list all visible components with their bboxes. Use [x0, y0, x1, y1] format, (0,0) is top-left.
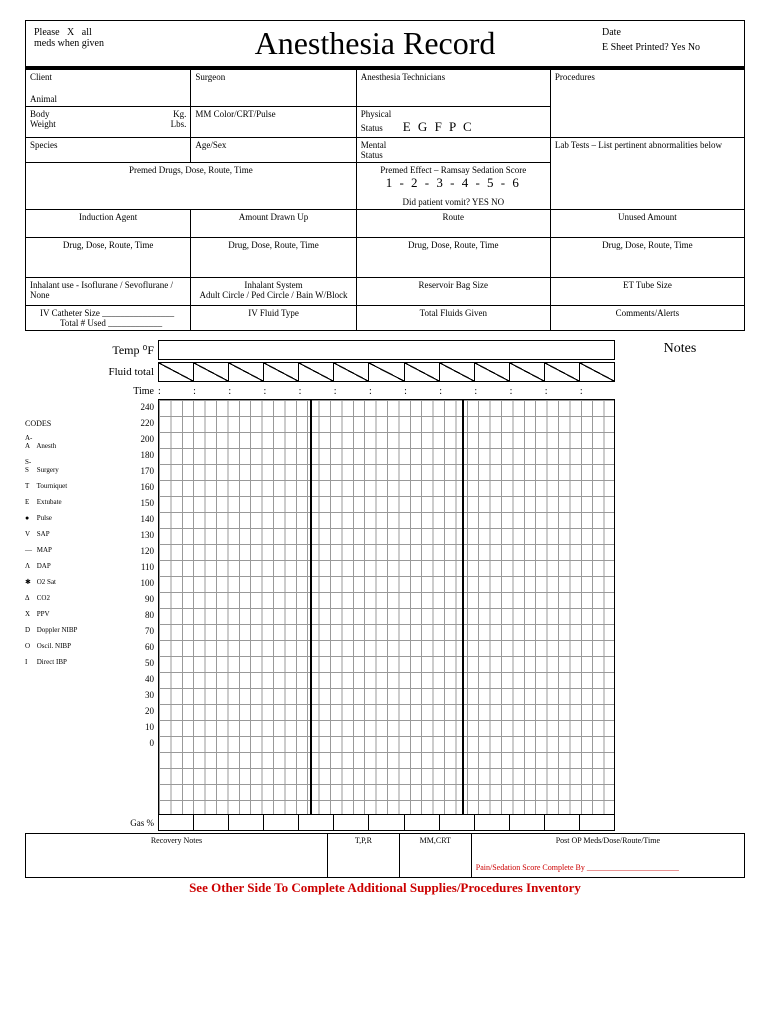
time-label: Time — [90, 386, 158, 397]
patient-info-table: Client Animal Surgeon Anesthesia Technic… — [25, 69, 745, 331]
inhalant-use-cell[interactable]: Inhalant use - Isoflurane / Sevoflurane … — [26, 278, 191, 306]
mm-cell[interactable]: MM Color/CRT/Pulse — [191, 107, 356, 138]
chart-grid[interactable] — [158, 399, 615, 815]
instruction: Please X all meds when given — [26, 21, 156, 55]
header: Please X all meds when given Anesthesia … — [25, 20, 745, 69]
date-label: Date — [602, 27, 736, 38]
client-cell[interactable]: Client Animal — [26, 70, 191, 107]
premed-effect-cell[interactable]: Premed Effect – Ramsay Sedation Score 1 … — [356, 163, 550, 210]
physical-status-cell[interactable]: Physical StatusE G F P C — [356, 107, 550, 138]
tpr-cell[interactable]: T,P,R — [327, 834, 399, 878]
anesth-tech-cell[interactable]: Anesthesia Technicians — [356, 70, 550, 107]
mental-status-cell[interactable]: Mental Status — [356, 138, 550, 163]
premed-drugs-cell[interactable]: Premed Drugs, Dose, Route, Time — [26, 163, 357, 210]
unused-amount-cell[interactable]: Unused Amount — [550, 210, 744, 238]
amount-drawn-cell[interactable]: Amount Drawn Up — [191, 210, 356, 238]
procedures-cell[interactable]: Procedures — [550, 70, 744, 138]
drug1-cell[interactable]: Drug, Dose, Route, Time — [26, 238, 191, 278]
notes-header: Notes — [615, 339, 745, 831]
bottom-instruction: See Other Side To Complete Additional Su… — [25, 880, 745, 896]
agesex-cell[interactable]: Age/Sex — [191, 138, 356, 163]
induction-agent-cell[interactable]: Induction Agent — [26, 210, 191, 238]
et-tube-cell[interactable]: ET Tube Size — [550, 278, 744, 306]
printed-label: E Sheet Printed? Yes No — [602, 42, 736, 53]
page-title: Anesthesia Record — [156, 21, 594, 66]
monitor-section: CODES A-A AnesthS-S SurgeryT TourniquetE… — [25, 339, 745, 831]
inhalant-system-cell[interactable]: Inhalant System Adult Circle / Ped Circl… — [191, 278, 356, 306]
drug3-cell[interactable]: Drug, Dose, Route, Time — [356, 238, 550, 278]
mmcrt-cell[interactable]: MM,CRT — [399, 834, 471, 878]
recovery-notes-cell[interactable]: Recovery Notes — [26, 834, 328, 878]
iv-catheter-cell[interactable]: IV Catheter Size ________________ Total … — [26, 306, 191, 331]
route-cell[interactable]: Route — [356, 210, 550, 238]
header-meta: Date E Sheet Printed? Yes No — [594, 21, 744, 63]
iv-fluid-type-cell[interactable]: IV Fluid Type — [191, 306, 356, 331]
y-axis-labels: 2402202001801701601501401301201101009080… — [90, 399, 158, 815]
reservoir-cell[interactable]: Reservoir Bag Size — [356, 278, 550, 306]
surgeon-cell[interactable]: Surgeon — [191, 70, 356, 107]
chart-area: Temp ⁰F Fluid total Time ::::::::::::: 2… — [90, 339, 615, 831]
gas-cells[interactable] — [158, 815, 615, 831]
footer-table: Recovery Notes T,P,R MM,CRT Post OP Meds… — [25, 833, 745, 878]
postop-cell[interactable]: Post OP Meds/Dose/Route/Time Pain/Sedati… — [471, 834, 744, 878]
species-cell[interactable]: Species — [26, 138, 191, 163]
comments-cell[interactable]: Comments/Alerts — [550, 306, 744, 331]
weight-cell[interactable]: BodyKg. WeightLbs. — [26, 107, 191, 138]
temp-label: Temp ⁰F — [90, 343, 158, 358]
gas-label: Gas % — [90, 815, 158, 831]
temp-input[interactable] — [158, 340, 615, 360]
drug4-cell[interactable]: Drug, Dose, Route, Time — [550, 238, 744, 278]
labtests-cell[interactable]: Lab Tests – List pertinent abnormalities… — [550, 138, 744, 210]
total-fluids-cell[interactable]: Total Fluids Given — [356, 306, 550, 331]
codes-legend: CODES A-A AnesthS-S SurgeryT TourniquetE… — [25, 339, 90, 831]
fluid-label: Fluid total — [90, 366, 158, 378]
fluid-cells[interactable] — [158, 362, 615, 382]
time-ticks: ::::::::::::: — [158, 386, 615, 397]
drug2-cell[interactable]: Drug, Dose, Route, Time — [191, 238, 356, 278]
